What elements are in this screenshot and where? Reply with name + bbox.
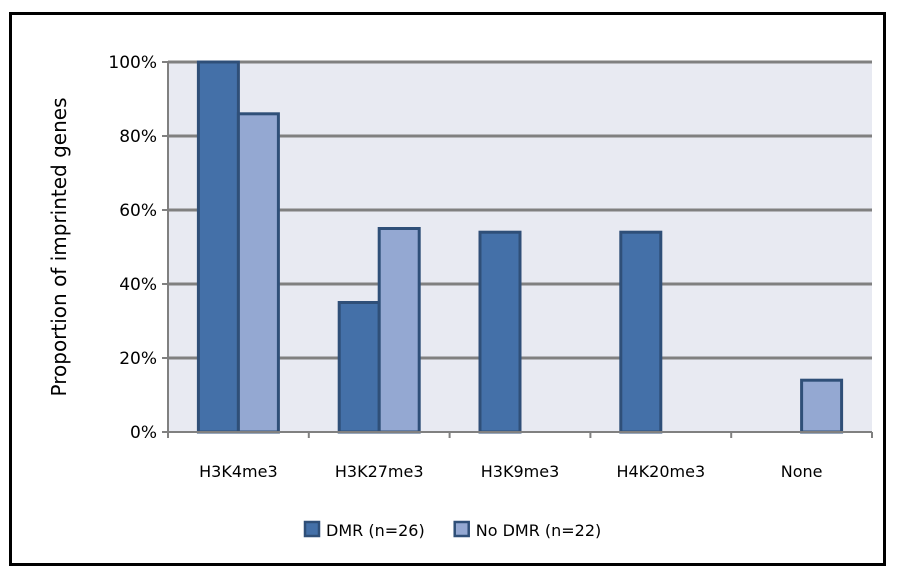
y-tick-label: 0%	[130, 423, 157, 443]
x-axis-labels: H3K4me3 H3K27me3 H3K9me3 H4K20me3 None	[199, 462, 822, 481]
x-tick-label: None	[781, 462, 823, 481]
bar-h3k4me3-no-dmr	[236, 112, 280, 434]
bar-h4k20me3-dmr	[619, 230, 663, 434]
legend: DMR (n=26) No DMR (n=22)	[303, 520, 602, 540]
bar-h3k27me3-no-dmr	[377, 227, 421, 434]
y-tick-label: 60%	[119, 201, 157, 221]
x-tick-label: H4K20me3	[616, 462, 705, 481]
y-tick-label: 80%	[119, 127, 157, 147]
y-tick-label: 100%	[108, 53, 157, 73]
bar-h3k4me3-dmr	[196, 60, 240, 434]
y-axis-ticks: 0% 20% 40% 60% 80% 100%	[108, 53, 168, 443]
legend-swatch	[303, 520, 321, 538]
legend-label: DMR (n=26)	[326, 521, 425, 540]
bars	[196, 60, 844, 434]
bar-none-no-dmr	[800, 378, 844, 434]
bar-h3k27me3-dmr	[337, 301, 381, 434]
legend-swatch	[453, 520, 470, 538]
x-tick-label: H3K9me3	[481, 462, 560, 481]
legend-label: No DMR (n=22)	[476, 521, 602, 540]
y-tick-label: 40%	[119, 275, 157, 295]
x-tick-label: H3K27me3	[335, 462, 424, 481]
bar-h3k9me3-dmr	[478, 230, 522, 434]
x-tick-label: H3K4me3	[199, 462, 278, 481]
x-axis-ticks	[167, 432, 873, 438]
y-axis-title: Proportion of imprinted genes	[47, 98, 71, 397]
y-tick-label: 20%	[119, 349, 157, 369]
